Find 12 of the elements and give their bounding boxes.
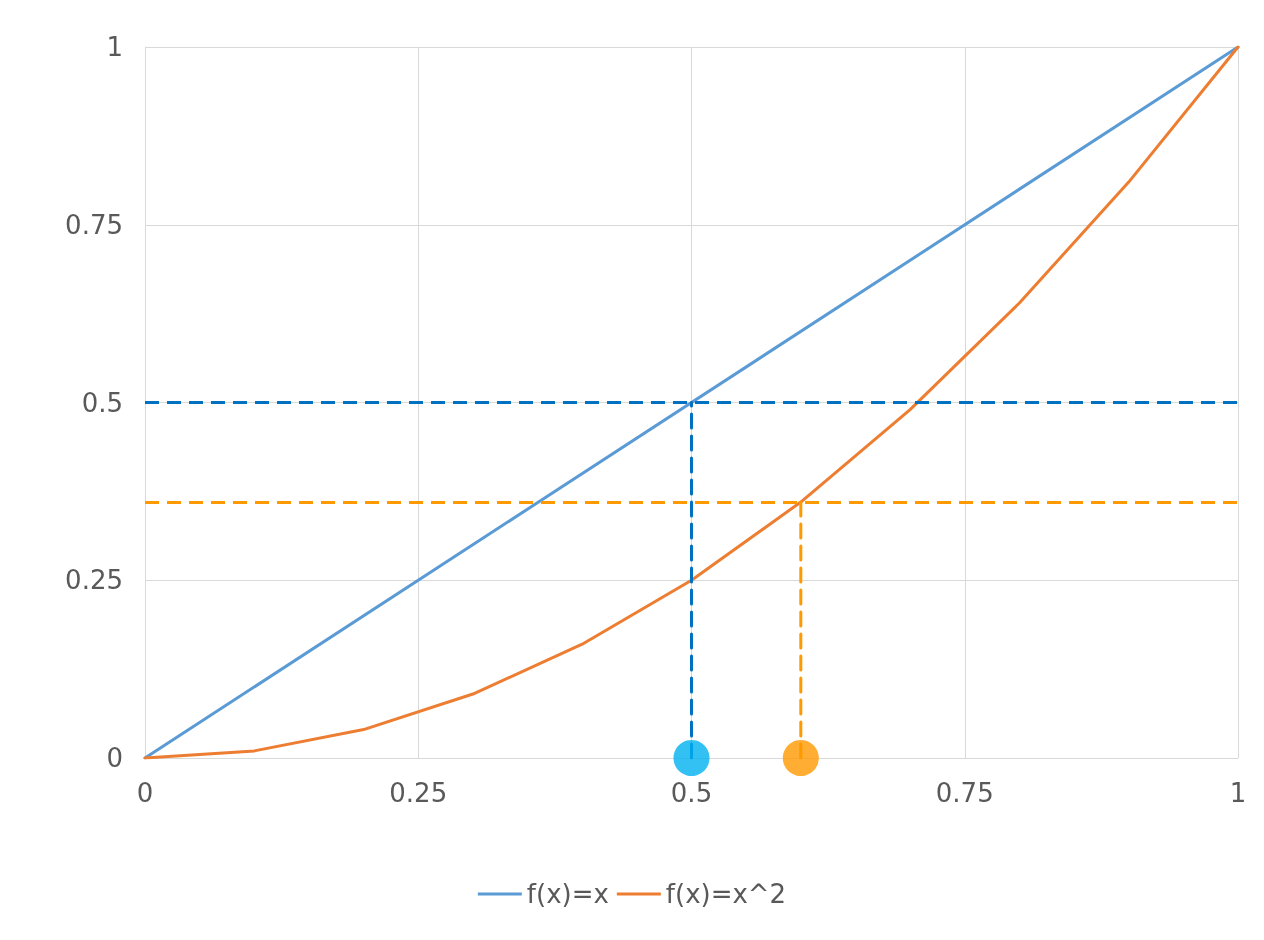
y-tick-label: 0 (106, 743, 123, 773)
x-tick-label: 1 (1229, 778, 1247, 808)
y-tick-label: 0.75 (65, 209, 123, 240)
legend-label: f(x)=x^2 (665, 879, 787, 909)
y-tick-label: 1 (106, 32, 123, 62)
legend-label: f(x)=x (526, 879, 609, 909)
x-tick-label: 0.75 (935, 778, 994, 808)
y-tick-label: 0.5 (81, 387, 123, 418)
x-tick-label: 0.5 (670, 778, 713, 808)
y-tick-label: 0.25 (65, 565, 123, 596)
x-tick-label: 0 (136, 778, 154, 808)
x-tick-label: 0.25 (389, 778, 448, 808)
